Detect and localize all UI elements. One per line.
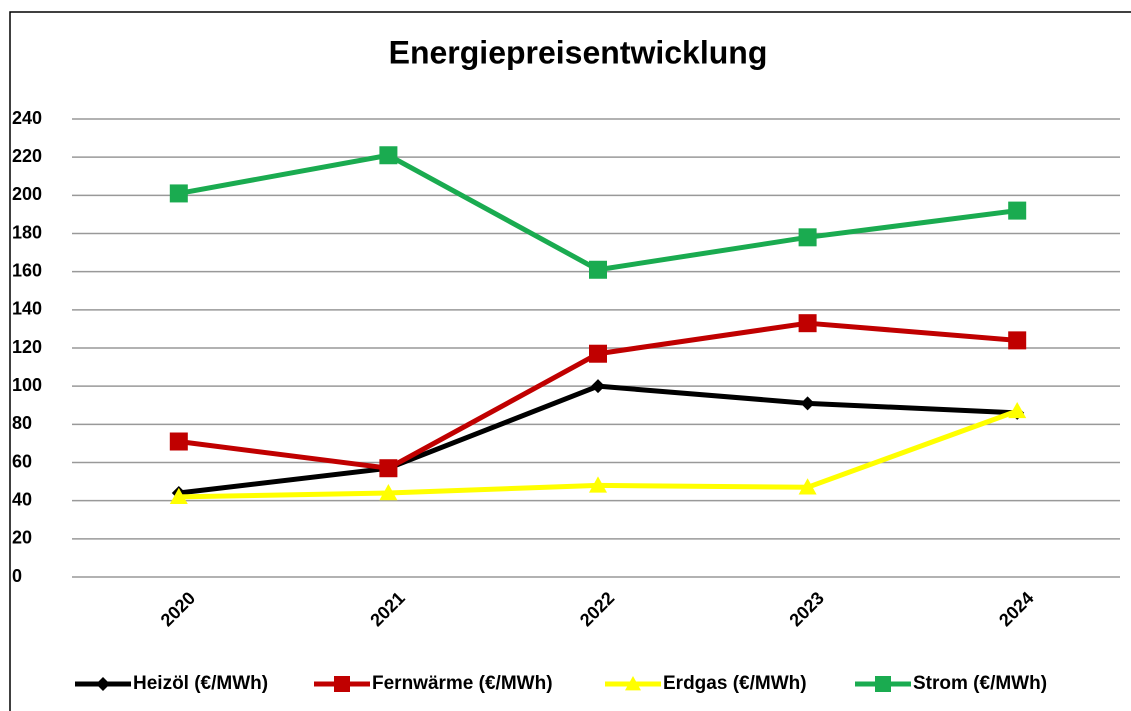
legend-label: Erdgas (€/MWh): [663, 673, 807, 694]
marker: [1008, 401, 1027, 419]
marker: [379, 146, 398, 165]
marker: [800, 396, 815, 411]
chart-title: Energiepreisentwicklung: [389, 34, 768, 70]
marker: [169, 432, 188, 451]
marker: [169, 184, 188, 203]
marker: [875, 676, 891, 692]
marker: [589, 344, 607, 363]
marker: [1008, 331, 1027, 350]
y-tick-label: 20: [12, 528, 32, 548]
y-tick-label: 80: [12, 413, 32, 433]
marker: [798, 228, 817, 247]
y-tick-label: 140: [12, 299, 42, 319]
marker: [798, 478, 817, 495]
y-tick-label: 180: [12, 222, 42, 242]
marker: [589, 476, 607, 493]
marker: [1008, 201, 1027, 220]
marker: [625, 676, 641, 691]
y-tick-label: 220: [12, 146, 42, 166]
y-tick-label: 40: [12, 489, 32, 509]
y-tick-label: 0: [12, 566, 22, 586]
y-tick-label: 160: [12, 260, 42, 280]
y-tick-label: 200: [12, 184, 42, 204]
legend-label: Strom (€/MWh): [913, 673, 1047, 694]
y-tick-label: 240: [12, 108, 42, 128]
y-tick-label: 120: [12, 337, 42, 357]
marker: [589, 260, 607, 279]
marker: [379, 459, 398, 478]
chart-border: [9, 11, 1131, 711]
y-tick-label: 60: [12, 451, 32, 471]
marker: [96, 677, 110, 691]
y-tick-label: 100: [12, 375, 42, 395]
legend-label: Fernwärme (€/MWh): [372, 673, 553, 694]
marker: [379, 484, 398, 501]
marker: [169, 487, 188, 505]
marker: [798, 314, 817, 333]
marker: [591, 379, 605, 394]
legend-label: Heizöl (€/MWh): [133, 673, 268, 694]
marker: [334, 676, 350, 692]
